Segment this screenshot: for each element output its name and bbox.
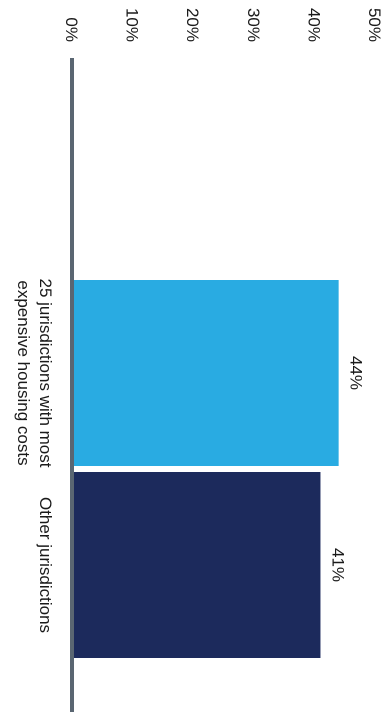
y-tick-label: 40% — [304, 8, 323, 42]
x-category-label: 25 jurisdictions with mostexpensive hous… — [14, 279, 55, 468]
x-category-label-line: expensive housing costs — [14, 280, 33, 465]
bar — [71, 280, 339, 466]
x-category-label: Other jurisdictions — [36, 497, 55, 633]
bars — [71, 280, 339, 658]
bar-data-label: 44% — [347, 356, 366, 390]
y-tick-label: 30% — [244, 8, 263, 42]
bar — [71, 472, 321, 658]
y-tick-label: 20% — [183, 8, 202, 42]
x-axis: 25 jurisdictions with mostexpensive hous… — [14, 58, 74, 712]
x-category-label-line: 25 jurisdictions with most — [36, 279, 55, 468]
x-category-label-line: Other jurisdictions — [36, 497, 55, 633]
bar-data-label: 41% — [328, 548, 347, 582]
y-axis: 0%10%20%30%40%50%% of RHNA as lower-inco… — [62, 8, 384, 42]
y-tick-label: 10% — [123, 8, 142, 42]
y-tick-label: 50% — [365, 8, 384, 42]
data-labels: 44% 41% — [328, 356, 365, 582]
plot-area: 0%10%20%30%40%50%% of RHNA as lower-inco… — [14, 8, 384, 712]
y-tick-label: 0% — [62, 17, 81, 42]
